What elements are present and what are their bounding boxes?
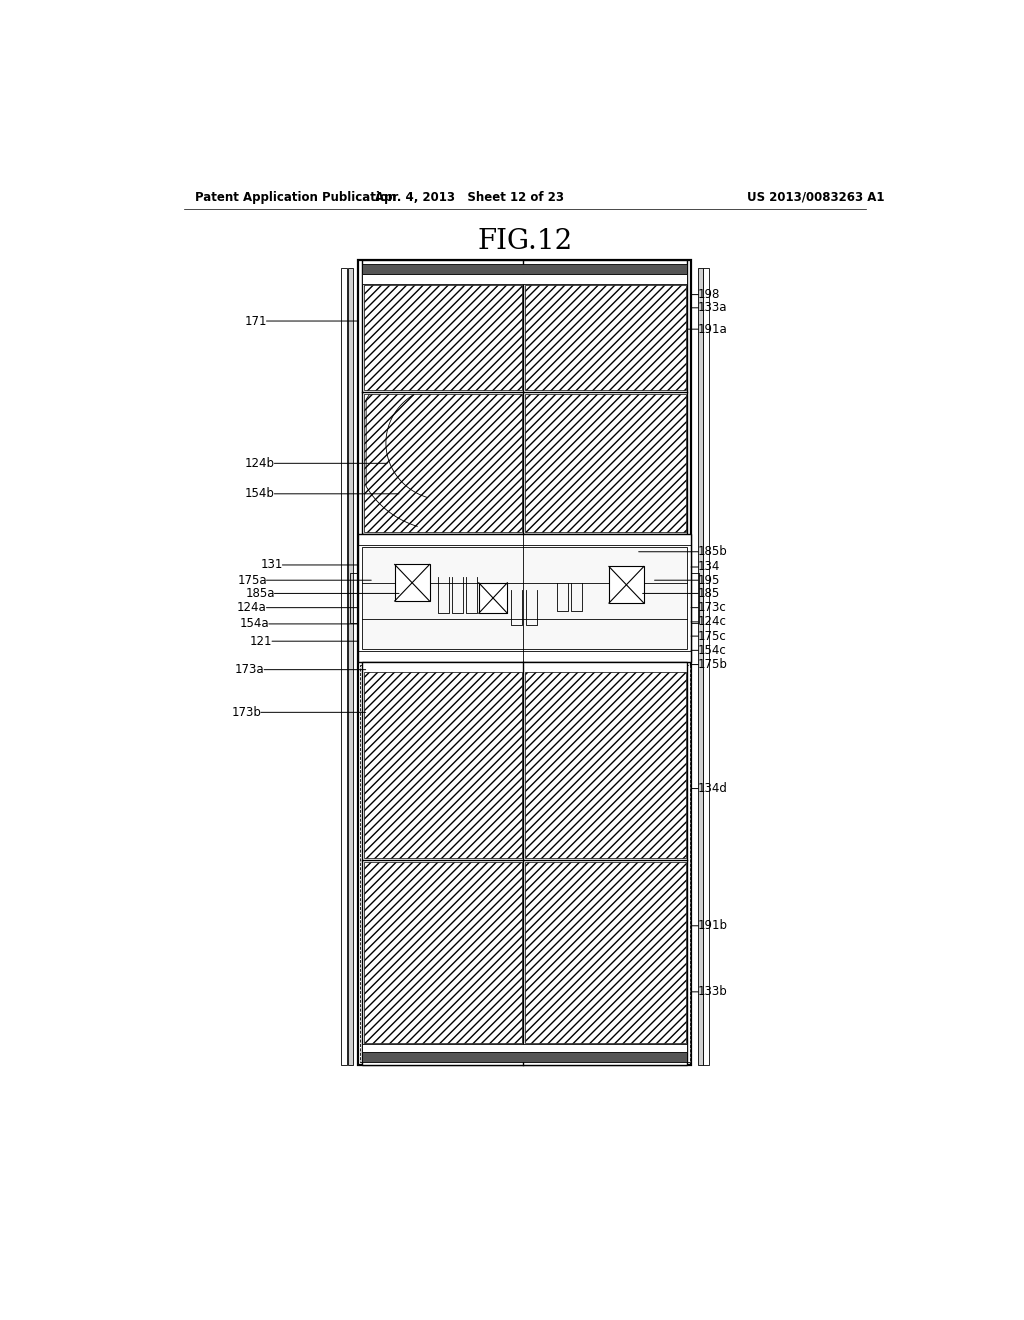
Bar bbox=[702, 268, 709, 1065]
Bar bbox=[524, 862, 686, 1043]
Bar bbox=[364, 285, 521, 391]
Bar bbox=[609, 566, 644, 603]
Bar bbox=[524, 672, 686, 858]
Text: 154a: 154a bbox=[240, 618, 269, 631]
Bar bbox=[341, 268, 347, 1065]
Bar bbox=[364, 672, 521, 858]
Bar bbox=[697, 268, 702, 1065]
Text: 121: 121 bbox=[250, 635, 272, 648]
Bar bbox=[479, 582, 507, 614]
Text: 173c: 173c bbox=[697, 601, 727, 614]
Bar bbox=[362, 546, 687, 649]
Text: US 2013/0083263 A1: US 2013/0083263 A1 bbox=[748, 190, 885, 203]
Bar bbox=[364, 395, 521, 532]
Text: 171: 171 bbox=[245, 314, 267, 327]
Text: 154c: 154c bbox=[697, 644, 727, 657]
Bar bbox=[362, 260, 687, 535]
Text: 175a: 175a bbox=[238, 574, 267, 586]
Bar bbox=[362, 661, 687, 1065]
Text: 173b: 173b bbox=[231, 706, 261, 719]
Text: 198: 198 bbox=[697, 288, 720, 301]
Text: 191a: 191a bbox=[697, 322, 728, 335]
Text: 185b: 185b bbox=[697, 545, 728, 558]
Bar bbox=[362, 275, 687, 284]
Text: 134: 134 bbox=[697, 561, 720, 573]
Text: 195: 195 bbox=[697, 574, 720, 586]
Text: 124a: 124a bbox=[238, 601, 267, 614]
Text: 154b: 154b bbox=[245, 487, 274, 500]
Bar bbox=[358, 260, 691, 1065]
Bar bbox=[362, 264, 687, 275]
Text: 133a: 133a bbox=[697, 301, 727, 314]
Bar bbox=[394, 565, 430, 601]
Bar bbox=[362, 1044, 687, 1052]
Bar bbox=[524, 395, 686, 532]
Text: 185: 185 bbox=[697, 587, 720, 599]
Bar bbox=[348, 268, 352, 1065]
Text: 134d: 134d bbox=[697, 781, 728, 795]
Bar bbox=[364, 862, 521, 1043]
Bar bbox=[524, 285, 686, 391]
Text: 173a: 173a bbox=[234, 663, 264, 676]
Bar bbox=[362, 1052, 687, 1063]
Text: 131: 131 bbox=[260, 558, 283, 572]
Text: 191b: 191b bbox=[697, 919, 728, 932]
Text: Patent Application Publication: Patent Application Publication bbox=[196, 190, 396, 203]
Text: 175b: 175b bbox=[697, 659, 728, 671]
Text: 124c: 124c bbox=[697, 615, 727, 628]
Text: FIG.12: FIG.12 bbox=[477, 228, 572, 255]
Text: Apr. 4, 2013   Sheet 12 of 23: Apr. 4, 2013 Sheet 12 of 23 bbox=[375, 190, 564, 203]
Text: 133b: 133b bbox=[697, 985, 728, 998]
Text: 185a: 185a bbox=[246, 587, 274, 599]
Text: 175c: 175c bbox=[697, 630, 727, 643]
Bar bbox=[358, 535, 691, 661]
Text: 124b: 124b bbox=[245, 457, 274, 470]
Bar bbox=[359, 664, 690, 1063]
